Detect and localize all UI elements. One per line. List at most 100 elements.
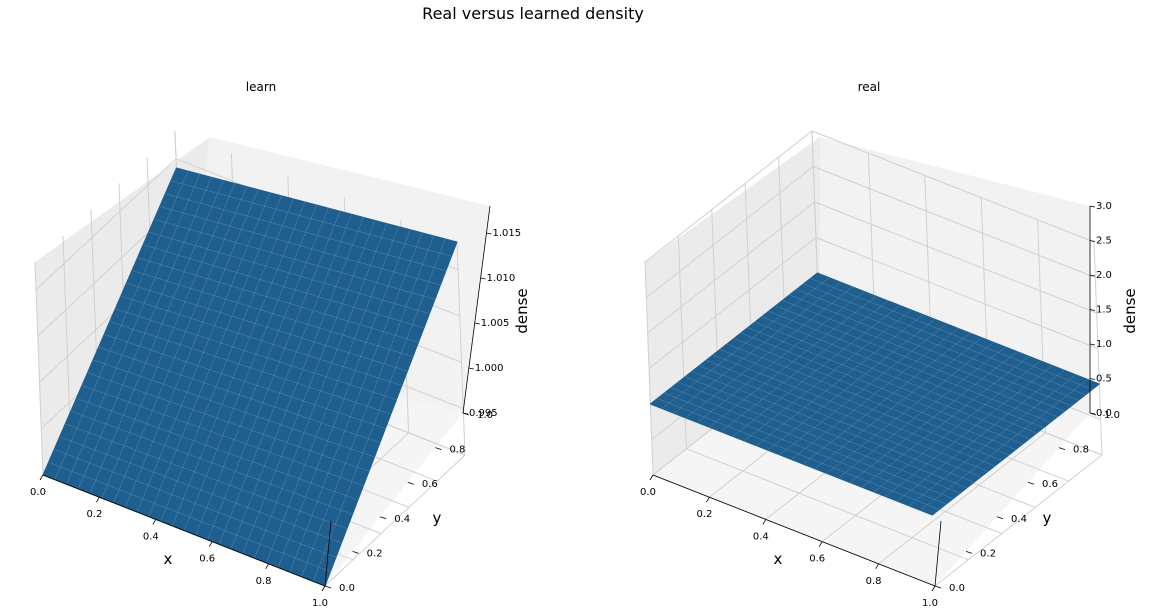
z-tick-label: 1.0 <box>1096 339 1112 350</box>
x-tick-label: 0.8 <box>256 576 272 587</box>
grid-line-z <box>646 165 1096 298</box>
surface-mesh-line <box>165 193 447 271</box>
x-axis-line <box>42 474 326 587</box>
z-tick-label: 0.995 <box>469 408 498 419</box>
x-tick-label: 0.6 <box>809 554 825 565</box>
surface-mesh-line <box>896 369 1065 502</box>
x-tick-mark <box>152 519 157 525</box>
x-tick-label: 0.6 <box>199 554 215 565</box>
x-tick-label: 0.2 <box>696 509 712 520</box>
surface-mesh-line <box>170 180 452 257</box>
surface-mesh-line <box>908 374 1076 506</box>
y-tick-mark <box>352 551 359 554</box>
x-tick-mark <box>706 496 710 503</box>
y-tick-label: 0.8 <box>1073 445 1089 456</box>
x-tick-mark <box>265 563 269 570</box>
z-tick-label: 1.000 <box>475 363 504 374</box>
surface-mesh-line <box>803 283 1086 396</box>
surface-mesh-line <box>789 294 1072 407</box>
x-tick-label: 0.2 <box>86 509 102 520</box>
y-axis-line <box>324 520 332 587</box>
y-tick-mark <box>965 551 973 554</box>
grid-line-z <box>648 236 1099 369</box>
x-tick-mark <box>208 541 213 547</box>
grid-line-z <box>647 201 1097 334</box>
y-tick-mark <box>1058 447 1066 450</box>
x-axis-label: x <box>164 550 173 568</box>
y-tick-label: 1.0 <box>477 410 493 421</box>
z-tick-label: 1.015 <box>492 228 521 239</box>
x-tick-mark <box>39 474 44 481</box>
surface-mesh-line <box>810 278 1093 390</box>
z-tick-mark <box>462 412 469 415</box>
x-tick-label: 0.4 <box>753 531 769 542</box>
y-tick-label: 1.0 <box>1104 410 1120 421</box>
subplot-title-real: real <box>858 80 881 94</box>
x-tick-mark <box>818 541 823 547</box>
grid-line-z <box>644 130 1095 263</box>
y-tick-label: 0.6 <box>1042 479 1058 490</box>
surface-mesh-line <box>920 379 1088 511</box>
x-tick-mark <box>762 519 767 525</box>
x-axis-line <box>652 474 936 587</box>
surface-mesh-line <box>154 218 436 300</box>
y-axis-label: y <box>433 509 442 527</box>
x-tick-mark <box>649 474 654 481</box>
y-axis-line <box>934 520 942 587</box>
z-tick-mark <box>1089 240 1096 242</box>
z-tick-label: 2.0 <box>1096 270 1112 281</box>
plot-real: real 0.00.20.40.60.81.00.00.20.40.60.81.… <box>640 80 1139 609</box>
z-tick-label: 1.010 <box>487 273 516 284</box>
y-tick-mark <box>324 585 332 589</box>
z-tick-label: 1.5 <box>1096 305 1112 316</box>
y-tick-mark <box>407 481 414 485</box>
y-tick-label: 0.2 <box>367 548 383 559</box>
z-axis-label: dense <box>513 288 531 333</box>
y-tick-mark <box>435 447 442 450</box>
surface-mesh-line <box>289 232 423 573</box>
x-tick-label: 0.4 <box>143 531 159 542</box>
surface-mesh-line <box>301 235 434 577</box>
z-axis-label: dense <box>1121 288 1139 333</box>
x-tick-label: 1.0 <box>922 598 938 609</box>
z-axis-line <box>462 205 491 414</box>
surface-mesh-line <box>313 238 446 582</box>
y-tick-mark <box>996 516 1004 520</box>
z-tick-mark <box>1089 378 1096 380</box>
x-tick-label: 0.0 <box>640 487 656 498</box>
z-tick-mark <box>1089 343 1096 346</box>
y-tick-label: 0.4 <box>394 514 410 525</box>
x-tick-mark <box>321 585 326 592</box>
z-tick-mark <box>1089 205 1096 208</box>
y-tick-label: 0.6 <box>422 479 438 490</box>
x-tick-mark <box>96 496 100 503</box>
z-tick-mark <box>480 277 486 280</box>
y-tick-mark <box>380 516 387 520</box>
x-tick-label: 0.8 <box>866 576 882 587</box>
z-tick-label: 1.005 <box>481 318 510 329</box>
z-tick-label: 3.0 <box>1096 201 1112 212</box>
y-tick-label: 0.2 <box>980 548 996 559</box>
y-tick-label: 0.0 <box>339 583 355 594</box>
x-tick-mark <box>875 563 879 570</box>
plot-learn: learn 0.0 0.2 0.4 0.6 0.8 1.0 0.0 0.2 0.4 0.6 0.8 1… <box>30 80 531 609</box>
x-tick-label: 1.0 <box>312 598 328 609</box>
z-tick-mark <box>1089 309 1096 311</box>
subplot-title-learn: learn <box>246 80 276 94</box>
figure-title: Real versus learned density <box>422 4 644 23</box>
surface-mesh-line <box>159 206 441 286</box>
surface-mesh-line <box>796 289 1079 401</box>
y-tick-label: 0.8 <box>449 445 465 456</box>
y-axis-label: y <box>1043 509 1052 527</box>
x-tick-label: 0.0 <box>30 487 46 498</box>
z-tick-mark <box>1089 412 1096 415</box>
y-tick-mark <box>1027 481 1035 485</box>
z-tick-mark <box>468 367 474 370</box>
z-tick-label: 0.5 <box>1096 374 1112 385</box>
y-tick-label: 0.4 <box>1011 514 1027 525</box>
z-tick-label: 2.5 <box>1096 236 1112 247</box>
z-tick-label: 0.0 <box>1096 408 1112 419</box>
y-tick-label: 0.0 <box>949 583 965 594</box>
x-axis-label: x <box>774 550 783 568</box>
